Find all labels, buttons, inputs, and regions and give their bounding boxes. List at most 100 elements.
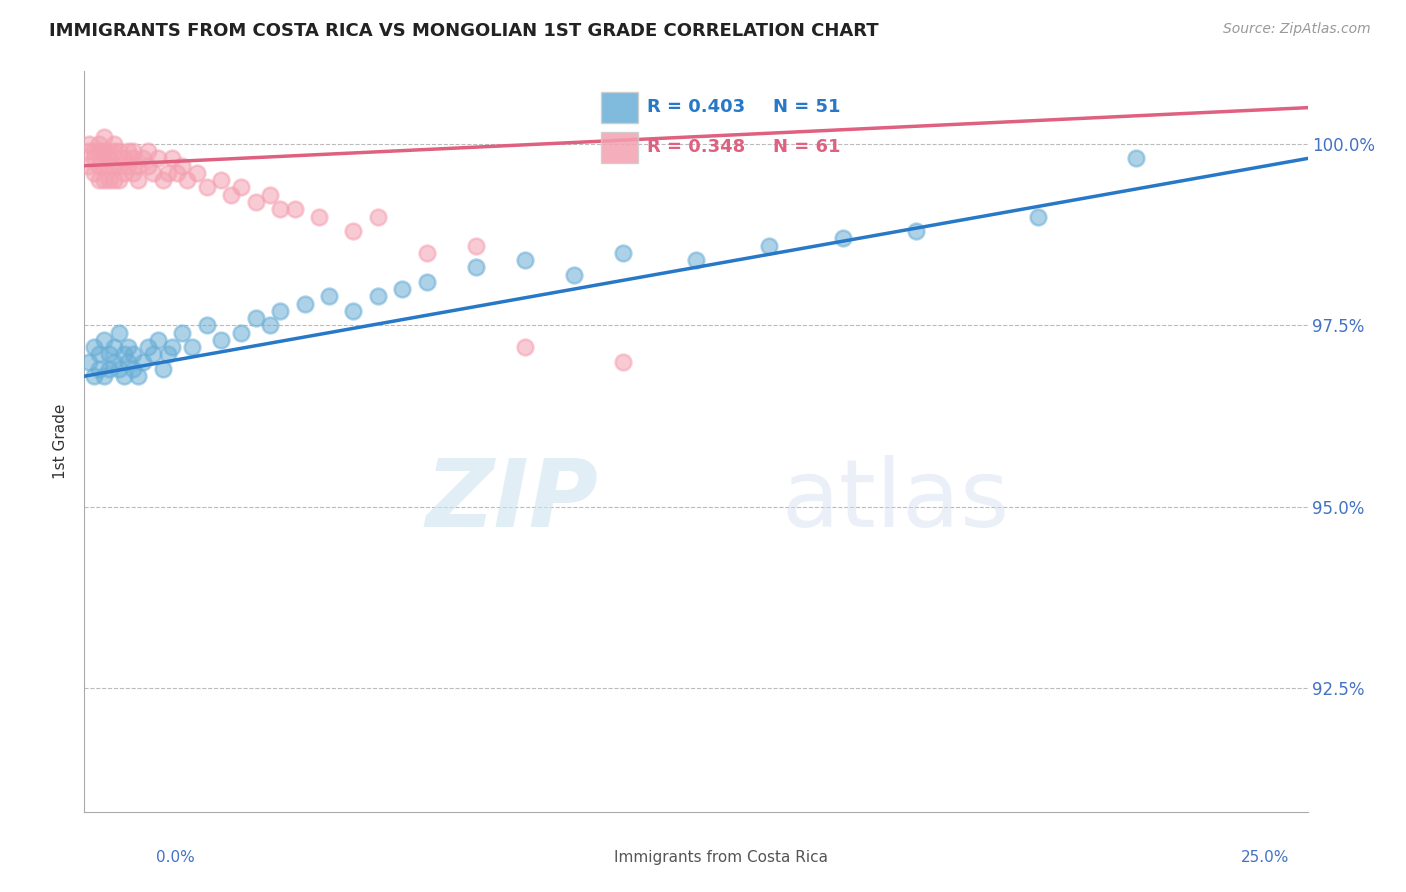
Point — [831, 231, 853, 245]
Point — [77, 159, 100, 173]
Point — [166, 166, 188, 180]
Point — [142, 347, 165, 361]
Point — [87, 173, 110, 187]
Point — [103, 354, 125, 368]
Point — [93, 145, 115, 159]
Point — [122, 145, 145, 159]
Point — [87, 362, 110, 376]
Point — [229, 180, 252, 194]
Point — [136, 159, 159, 173]
Point — [219, 187, 242, 202]
Point — [209, 173, 232, 187]
Point — [367, 210, 389, 224]
Point — [83, 152, 105, 166]
Point — [103, 159, 125, 173]
Point — [142, 166, 165, 180]
Point — [186, 166, 208, 180]
Point — [107, 159, 129, 173]
Point — [162, 152, 184, 166]
Point — [97, 173, 120, 187]
Point — [117, 354, 139, 368]
Point — [136, 145, 159, 159]
Point — [269, 202, 291, 217]
Point — [612, 245, 634, 260]
Point — [152, 173, 174, 187]
Point — [112, 152, 135, 166]
Point — [77, 136, 100, 151]
Point — [229, 326, 252, 340]
Point — [905, 224, 928, 238]
Point — [416, 245, 439, 260]
Point — [156, 347, 179, 361]
Point — [122, 362, 145, 376]
Point — [77, 145, 100, 159]
Point — [416, 275, 439, 289]
Point — [146, 333, 169, 347]
Point — [83, 166, 105, 180]
Point — [87, 136, 110, 151]
Point — [103, 136, 125, 151]
Point — [107, 362, 129, 376]
Point — [259, 318, 281, 333]
Point — [127, 159, 149, 173]
Point — [103, 145, 125, 159]
Point — [132, 354, 155, 368]
Point — [342, 304, 364, 318]
Point — [93, 333, 115, 347]
Text: atlas: atlas — [782, 455, 1010, 547]
Point — [127, 369, 149, 384]
Point — [758, 238, 780, 252]
Point — [117, 159, 139, 173]
Point — [97, 347, 120, 361]
Point — [1125, 152, 1147, 166]
Y-axis label: 1st Grade: 1st Grade — [53, 404, 69, 479]
Point — [152, 362, 174, 376]
Point — [685, 253, 707, 268]
Text: Source: ZipAtlas.com: Source: ZipAtlas.com — [1223, 22, 1371, 37]
Point — [93, 129, 115, 144]
Point — [308, 210, 330, 224]
Point — [107, 326, 129, 340]
Point — [195, 180, 218, 194]
Text: 0.0%: 0.0% — [156, 850, 195, 865]
Point — [97, 362, 120, 376]
Point — [87, 145, 110, 159]
Point — [464, 260, 486, 275]
Point — [122, 166, 145, 180]
Point — [156, 166, 179, 180]
Point — [367, 289, 389, 303]
Point — [1028, 210, 1050, 224]
Point — [132, 152, 155, 166]
Point — [342, 224, 364, 238]
Point — [103, 340, 125, 354]
Point — [146, 152, 169, 166]
Text: 25.0%: 25.0% — [1241, 850, 1289, 865]
Point — [245, 194, 267, 209]
Point — [464, 238, 486, 252]
Text: Immigrants from Costa Rica: Immigrants from Costa Rica — [613, 850, 828, 865]
Point — [318, 289, 340, 303]
Point — [107, 173, 129, 187]
Point — [127, 173, 149, 187]
Point — [122, 347, 145, 361]
Point — [83, 145, 105, 159]
Point — [117, 340, 139, 354]
Point — [97, 152, 120, 166]
Point — [513, 253, 536, 268]
Text: IMMIGRANTS FROM COSTA RICA VS MONGOLIAN 1ST GRADE CORRELATION CHART: IMMIGRANTS FROM COSTA RICA VS MONGOLIAN … — [49, 22, 879, 40]
Point — [259, 187, 281, 202]
Point — [294, 296, 316, 310]
Point — [391, 282, 413, 296]
Text: ZIP: ZIP — [425, 455, 598, 547]
Point — [245, 311, 267, 326]
Point — [97, 159, 120, 173]
Point — [83, 340, 105, 354]
Point — [284, 202, 307, 217]
Point — [172, 326, 194, 340]
Point — [83, 369, 105, 384]
Point — [612, 354, 634, 368]
Point — [172, 159, 194, 173]
Point — [112, 166, 135, 180]
Point — [93, 369, 115, 384]
Point — [112, 347, 135, 361]
